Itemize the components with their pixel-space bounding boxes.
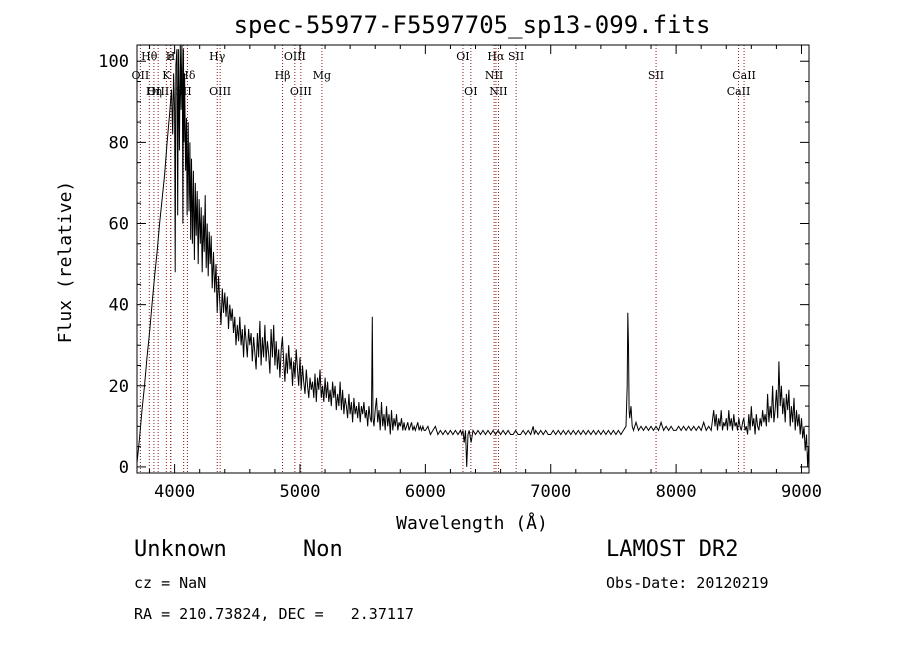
axis-ticks: 4000 5000 6000 7000 8000 9000 0 20 40 60 80 100 — [98, 45, 822, 502]
y-tick-label: 40 — [109, 296, 129, 316]
marker-label: OIII — [147, 85, 169, 98]
marker-label: SII — [648, 69, 664, 82]
marker-label: Mg — [313, 69, 331, 82]
marker-label: H — [166, 50, 176, 63]
chart-title: spec-55977-F5597705_sp13-099.fits — [234, 11, 711, 39]
marker-label: OIII — [290, 85, 312, 98]
y-tick-label: 80 — [109, 133, 129, 153]
marker-label: Hα — [487, 50, 505, 63]
marker-label: OIII — [209, 85, 231, 98]
x-tick-label: 5000 — [280, 482, 321, 502]
marker-label: SII — [508, 50, 524, 63]
plot-frame — [136, 44, 810, 474]
line-markers: HθOIIOIIIHηHKεHδSIIHγOIIIOIIIHβOIIIMgOIO… — [132, 45, 756, 473]
x-tick-label: 7000 — [530, 482, 571, 502]
object-class: Unknown — [134, 537, 227, 562]
marker-label: OI — [456, 50, 469, 63]
y-tick-label: 0 — [119, 458, 129, 478]
y-tick-label: 20 — [109, 377, 129, 397]
marker-label: ε — [168, 50, 174, 63]
spectrum-line — [137, 45, 809, 467]
survey-name: LAMOST DR2 — [606, 537, 739, 562]
spectrum-series — [137, 45, 809, 467]
y-tick-label: 60 — [109, 215, 129, 235]
marker-label: OIII — [284, 50, 306, 63]
y-axis-title: Flux (relative) — [55, 181, 76, 344]
marker-label: Hθ — [141, 50, 158, 63]
x-axis-title: Wavelength (Å) — [396, 512, 548, 534]
x-tick-label: 4000 — [154, 482, 195, 502]
marker-label: OI — [464, 85, 477, 98]
obs-date: Obs-Date: 20120219 — [606, 574, 769, 592]
x-tick-label: 6000 — [405, 482, 446, 502]
marker-label: NII — [489, 85, 507, 98]
marker-label: CaII — [732, 69, 756, 82]
x-tick-label: 8000 — [656, 482, 697, 502]
marker-label: Hβ — [275, 69, 291, 82]
x-tick-label: 9000 — [781, 482, 822, 502]
object-subclass: Non — [303, 537, 343, 562]
redshift-text: cz = NaN — [134, 574, 207, 592]
marker-label: K — [162, 69, 171, 82]
marker-label: Hγ — [209, 50, 226, 63]
marker-label: NII — [485, 69, 503, 82]
marker-label: OII — [132, 69, 150, 82]
coordinates-text: RA = 210.73824, DEC = 2.37117 — [134, 605, 414, 623]
marker-label: Hη — [146, 85, 162, 98]
y-tick-label: 100 — [98, 52, 129, 72]
marker-label: CaII — [727, 85, 751, 98]
